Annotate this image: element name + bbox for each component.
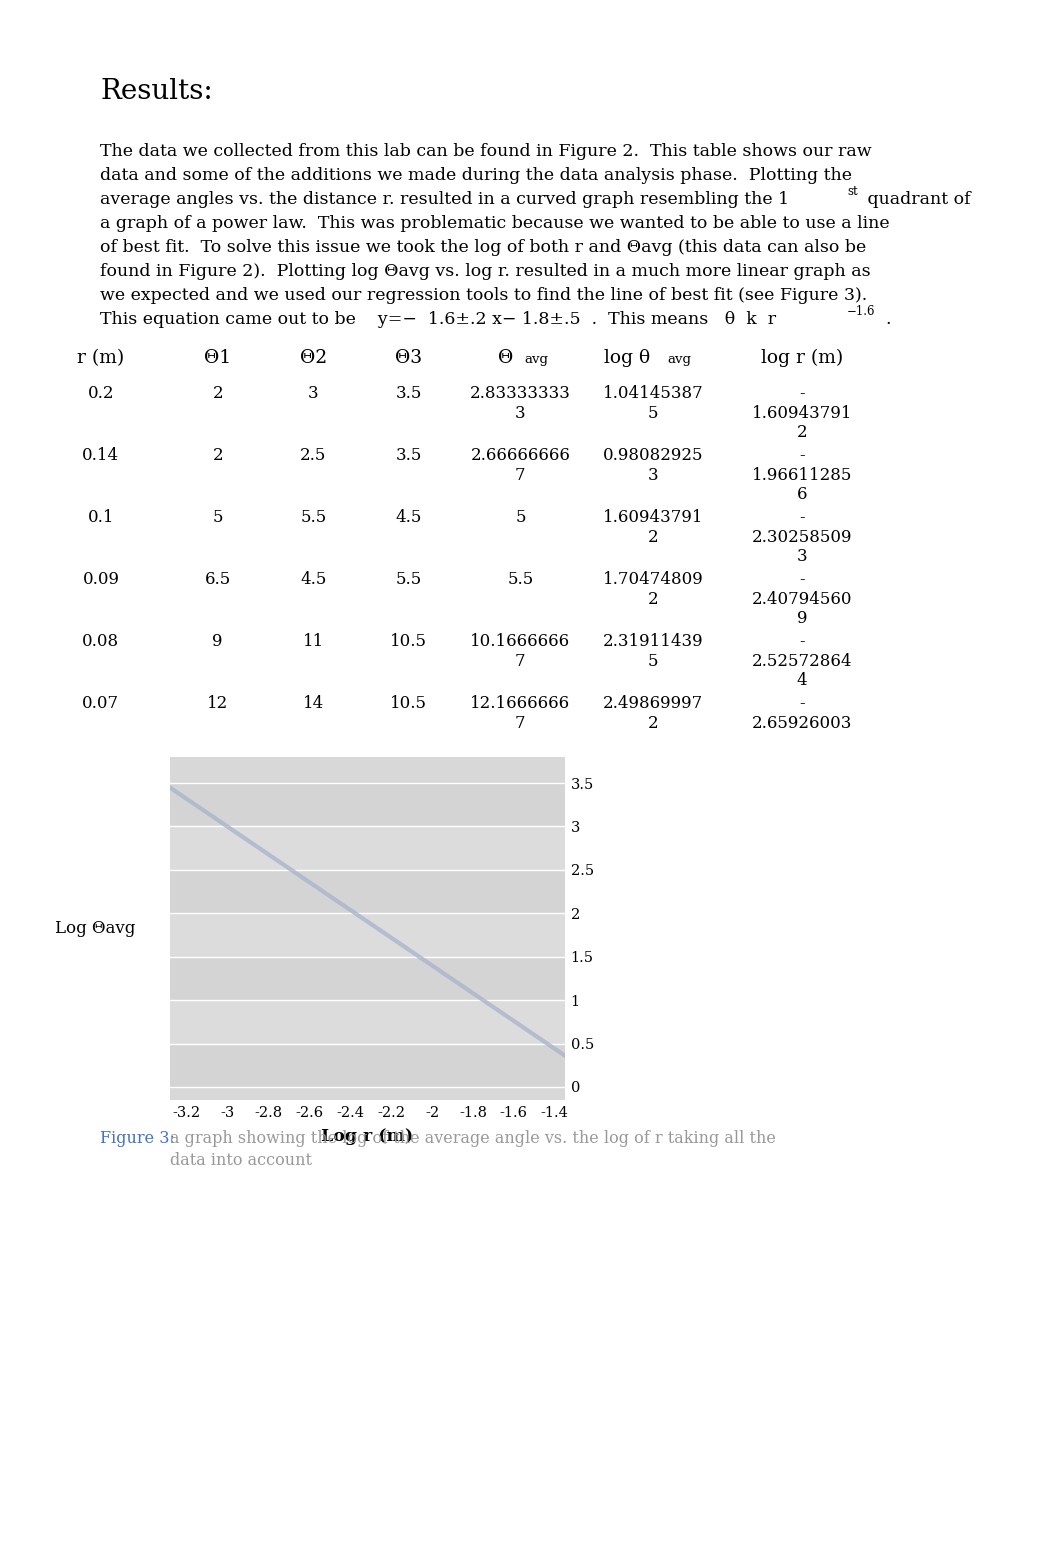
Bar xyxy=(170,913,565,957)
Text: -
2.65926003: - 2.65926003 xyxy=(752,695,852,732)
Text: 0.14: 0.14 xyxy=(83,446,119,464)
Text: average angles vs. the distance r. resulted in a curved graph resembling the 1: average angles vs. the distance r. resul… xyxy=(100,190,789,208)
Text: This equation came out to be    y=−  1.6±.2 x− 1.8±.5  .  This means   θ  k  r: This equation came out to be y=− 1.6±.2 … xyxy=(100,311,776,328)
Text: 5: 5 xyxy=(212,509,223,526)
Text: 9: 9 xyxy=(212,634,223,649)
Text: 2.49869997
2: 2.49869997 2 xyxy=(603,695,703,732)
Text: a graph of a power law.  This was problematic because we wanted to be able to us: a graph of a power law. This was problem… xyxy=(100,215,890,233)
Text: Results:: Results: xyxy=(100,78,212,105)
Text: 14: 14 xyxy=(303,695,324,712)
Text: avg: avg xyxy=(525,353,548,365)
Text: 3.5: 3.5 xyxy=(396,446,422,464)
Text: 2.5: 2.5 xyxy=(301,446,326,464)
Text: data and some of the additions we made during the data analysis phase.  Plotting: data and some of the additions we made d… xyxy=(100,167,852,184)
Text: 3.5: 3.5 xyxy=(396,386,422,403)
Text: 2.31911439
5: 2.31911439 5 xyxy=(603,634,703,670)
Bar xyxy=(170,826,565,869)
Text: 5.5: 5.5 xyxy=(396,571,422,588)
Text: 11: 11 xyxy=(303,634,324,649)
Text: 2.83333333
3: 2.83333333 3 xyxy=(470,386,570,421)
Text: -
2.30258509
3: - 2.30258509 3 xyxy=(752,509,852,565)
Text: 10.5: 10.5 xyxy=(391,695,427,712)
Text: 4.5: 4.5 xyxy=(301,571,326,588)
Text: 2: 2 xyxy=(212,446,223,464)
Bar xyxy=(170,1001,565,1044)
Text: -
1.60943791
2: - 1.60943791 2 xyxy=(752,386,852,442)
Text: 0.07: 0.07 xyxy=(83,695,119,712)
Text: 4.5: 4.5 xyxy=(396,509,422,526)
Text: quadrant of: quadrant of xyxy=(862,190,971,208)
Text: 5.5: 5.5 xyxy=(508,571,533,588)
Text: 0.98082925
3: 0.98082925 3 xyxy=(603,446,703,484)
Text: 2.66666666
7: 2.66666666 7 xyxy=(470,446,570,484)
Text: Θ2: Θ2 xyxy=(299,350,327,367)
X-axis label: Log r (m): Log r (m) xyxy=(322,1129,413,1144)
Text: st: st xyxy=(847,186,858,198)
Bar xyxy=(170,1044,565,1086)
Text: found in Figure 2).  Plotting log Θavg vs. log r. resulted in a much more linear: found in Figure 2). Plotting log Θavg vs… xyxy=(100,262,871,279)
Text: -
2.40794560
9: - 2.40794560 9 xyxy=(752,571,852,628)
Text: Θ1: Θ1 xyxy=(204,350,232,367)
Text: Figure 3:: Figure 3: xyxy=(100,1130,175,1147)
Text: 2: 2 xyxy=(212,386,223,403)
Bar xyxy=(170,784,565,826)
Text: log θ: log θ xyxy=(604,350,650,367)
Text: −1.6: −1.6 xyxy=(847,304,875,318)
Text: Log Θavg: Log Θavg xyxy=(55,919,135,937)
Text: Θ: Θ xyxy=(498,350,513,367)
Text: 1.60943791
2: 1.60943791 2 xyxy=(603,509,703,546)
Text: we expected and we used our regression tools to find the line of best fit (see F: we expected and we used our regression t… xyxy=(100,287,868,304)
Text: 10.1666666
7: 10.1666666 7 xyxy=(470,634,570,670)
Text: -
2.52572864
4: - 2.52572864 4 xyxy=(752,634,852,690)
Text: 12.1666666
7: 12.1666666 7 xyxy=(470,695,570,732)
Text: 10.5: 10.5 xyxy=(391,634,427,649)
Text: 5: 5 xyxy=(515,509,526,526)
Text: data into account: data into account xyxy=(170,1152,312,1169)
Text: 0.08: 0.08 xyxy=(83,634,119,649)
Text: 3: 3 xyxy=(308,386,319,403)
Text: avg: avg xyxy=(667,353,691,365)
Text: -
1.96611285
6: - 1.96611285 6 xyxy=(752,446,852,503)
Text: 5.5: 5.5 xyxy=(301,509,326,526)
Text: 1.04145387
5: 1.04145387 5 xyxy=(603,386,703,421)
Text: Θ3: Θ3 xyxy=(395,350,423,367)
Text: a graph showing the log of the average angle vs. the log of r taking all the: a graph showing the log of the average a… xyxy=(170,1130,776,1147)
Text: 12: 12 xyxy=(207,695,228,712)
Text: The data we collected from this lab can be found in Figure 2.  This table shows : The data we collected from this lab can … xyxy=(100,144,872,159)
Text: .: . xyxy=(875,311,891,328)
Text: of best fit.  To solve this issue we took the log of both r and Θavg (this data : of best fit. To solve this issue we took… xyxy=(100,239,867,256)
Text: 0.09: 0.09 xyxy=(83,571,119,588)
Text: 0.2: 0.2 xyxy=(88,386,114,403)
Bar xyxy=(170,869,565,913)
Bar xyxy=(170,957,565,1001)
Text: log r (m): log r (m) xyxy=(760,350,843,367)
Text: r (m): r (m) xyxy=(78,350,124,367)
Text: 1.70474809
2: 1.70474809 2 xyxy=(603,571,703,607)
Text: 0.1: 0.1 xyxy=(88,509,114,526)
Text: 6.5: 6.5 xyxy=(205,571,230,588)
